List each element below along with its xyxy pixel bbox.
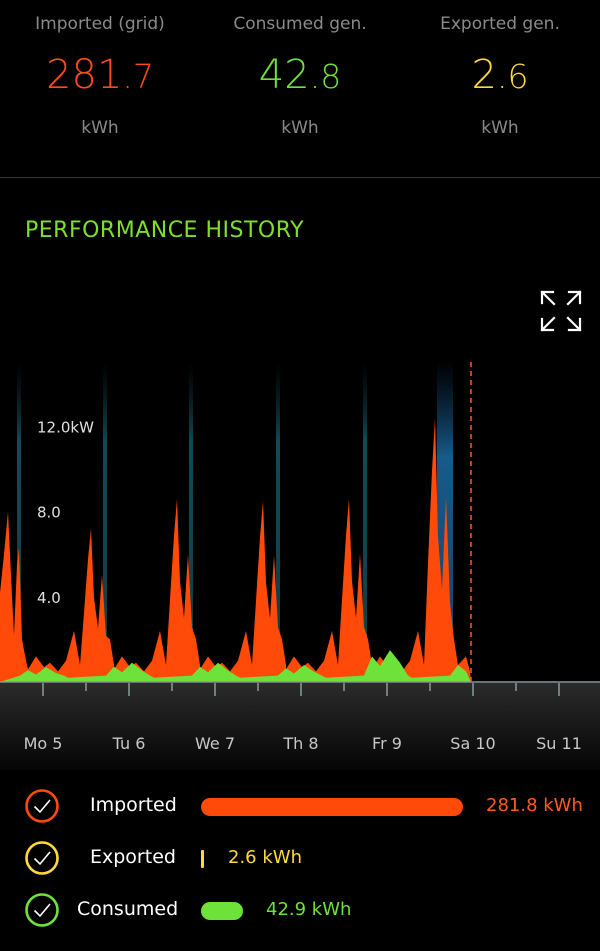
legend-bar <box>201 850 204 868</box>
x-ticks <box>42 683 560 696</box>
x-axis-label: Sa 10 <box>450 734 495 753</box>
background-spike <box>189 362 193 682</box>
consumed-area <box>0 650 471 682</box>
x-axis-label: Tu 6 <box>112 734 146 753</box>
background-spike <box>103 362 107 682</box>
x-axis-labels: Mo 5 Tu 6 We 7 Th 8 Fr 9 Sa 10 Su 11 <box>24 734 582 753</box>
stat-value: 2.6 <box>471 52 529 98</box>
background-spike <box>363 362 367 682</box>
checkmark-icon[interactable] <box>24 788 60 824</box>
performance-title: PERFORMANCE HISTORY <box>25 218 305 243</box>
legend-value: 281.8 kWh <box>486 795 583 816</box>
stat-label: Imported (grid) <box>35 14 165 34</box>
background-spike <box>276 362 280 682</box>
stat-label: Exported gen. <box>440 14 560 34</box>
chart-areas <box>0 417 471 682</box>
x-axis-band <box>0 683 600 770</box>
divider <box>0 177 600 178</box>
legend-consumed[interactable]: Consumed 42.9 kWh <box>0 888 600 932</box>
y-tick-label: 12.0kW <box>37 418 94 436</box>
stat-unit: kWh <box>481 118 519 138</box>
stat-unit: kWh <box>81 118 119 138</box>
legend-label: Exported <box>90 846 176 868</box>
performance-chart[interactable]: 12.0kW 8.0 4.0 Mo 5 Tu 6 We 7 Th 8 Fr 9 Sa 10 Su… <box>0 350 600 770</box>
stat-unit: kWh <box>281 118 319 138</box>
stat-value: 42.8 <box>258 52 342 98</box>
background-spikes <box>17 360 453 682</box>
legend-exported[interactable]: Exported 2.6 kWh <box>0 836 600 880</box>
legend-value: 42.9 kWh <box>266 899 352 920</box>
x-axis-label: Fr 9 <box>372 734 402 753</box>
y-tick-label: 8.0 <box>37 504 61 522</box>
imported-area <box>0 417 471 682</box>
y-tick-label: 4.0 <box>37 589 61 607</box>
legend-value: 2.6 kWh <box>228 847 302 868</box>
x-axis-label: Th 8 <box>282 734 318 753</box>
summary-stats: Imported (grid) 281.7 kWh Consumed gen. … <box>0 0 600 177</box>
x-axis-label: Su 11 <box>536 734 582 753</box>
legend-label: Imported <box>90 794 177 816</box>
stat-label: Consumed gen. <box>233 14 367 34</box>
stat-value: 281.7 <box>46 52 154 98</box>
x-axis-label: We 7 <box>195 734 235 753</box>
legend-label: Consumed <box>77 898 179 920</box>
legend-bar <box>201 798 463 816</box>
legend-imported[interactable]: Imported 281.8 kWh <box>0 784 600 828</box>
background-spike <box>17 362 21 682</box>
x-axis-label: Mo 5 <box>24 734 63 753</box>
checkmark-icon[interactable] <box>24 892 60 928</box>
checkmark-icon[interactable] <box>24 840 60 876</box>
legend-bar <box>201 902 243 920</box>
y-tick-labels: 12.0kW 8.0 4.0 <box>37 418 94 606</box>
expand-icon[interactable] <box>539 289 583 333</box>
